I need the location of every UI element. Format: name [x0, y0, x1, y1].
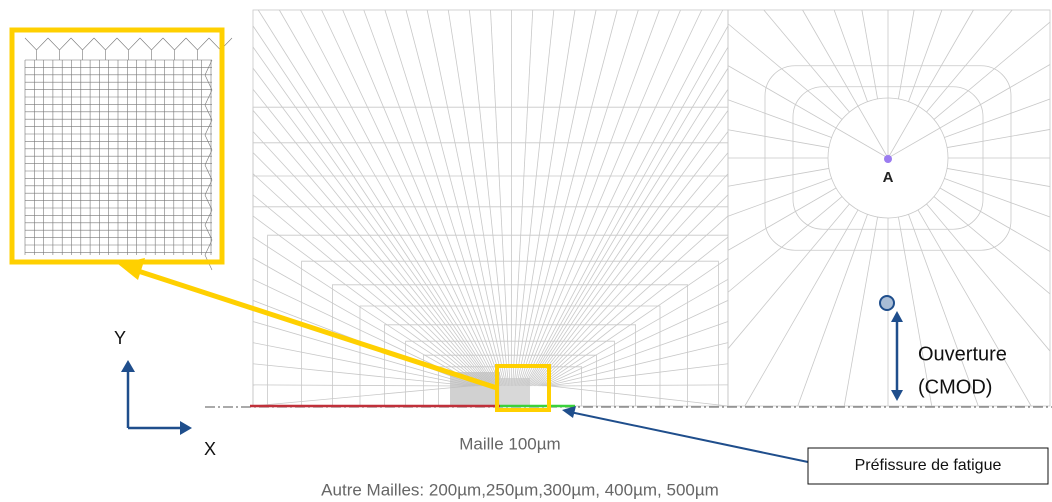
- mesh-radial-a: [728, 188, 836, 250]
- mesh-radial-a: [944, 99, 1050, 137]
- precrack-arrow: [570, 412, 808, 462]
- x-arrow: [180, 421, 192, 435]
- mesh-radial: [253, 153, 486, 386]
- mesh-radial-a: [934, 22, 1050, 119]
- mesh-radial-a: [940, 64, 1050, 128]
- mesh-radial: [523, 10, 701, 386]
- mesh-radial-a: [947, 168, 1050, 186]
- cmod-head: [891, 390, 903, 401]
- mesh-radial: [530, 89, 728, 386]
- mesh-radial-a: [803, 10, 858, 106]
- zoom-fan: [71, 38, 94, 60]
- zoom-fan: [94, 38, 117, 60]
- mesh-spoke-a: [836, 128, 888, 158]
- mesh-radial-a: [927, 10, 1013, 112]
- mesh-radial: [385, 10, 503, 386]
- cmod-head: [891, 311, 903, 322]
- mesh-radial: [531, 110, 728, 386]
- fine-mesh: [500, 378, 530, 405]
- mesh-radial-a: [947, 129, 1050, 147]
- mesh-radial: [253, 68, 491, 386]
- x-label: X: [204, 439, 216, 459]
- mesh-radial: [519, 10, 638, 386]
- mesh-spoke-a: [858, 106, 888, 158]
- mesh-radial-a: [728, 179, 832, 217]
- mesh-radial: [258, 10, 495, 386]
- mesh-radial-a: [728, 24, 842, 120]
- point-a: [884, 155, 892, 163]
- zoom-fan: [25, 38, 48, 60]
- mesh-radial-a: [728, 197, 842, 293]
- opening-label: Ouverture: [918, 343, 1007, 365]
- mesh-radial: [406, 10, 505, 386]
- mesh-spoke-a: [888, 106, 918, 158]
- mesh-radial-a: [728, 66, 836, 128]
- mesh-radial: [534, 153, 728, 386]
- mesh-radial: [322, 10, 500, 386]
- mesh-radial-a: [764, 10, 850, 112]
- mesh-radial-a: [944, 179, 1050, 217]
- axes: [121, 360, 192, 435]
- mesh-radial-a: [934, 197, 1050, 294]
- zoom-fan: [140, 38, 163, 60]
- point-a-label: A: [883, 169, 894, 186]
- mesh-radial: [535, 174, 728, 386]
- mesh-radial-a: [728, 168, 829, 186]
- figure: A Y X Ouverture (CMOD) Maille 100µm Préf…: [0, 0, 1052, 502]
- mesh-radial: [514, 10, 554, 386]
- mesh-radial-a: [844, 217, 877, 406]
- zoom-fan: [117, 38, 140, 60]
- mesh-radial-a: [862, 10, 878, 99]
- mesh-radial: [343, 10, 501, 386]
- y-label: Y: [114, 328, 126, 348]
- mesh-radial-a: [927, 204, 1050, 351]
- mesh-radial: [491, 10, 511, 386]
- other-meshes-label: Autre Mailles: 200µm,250µm,300µm, 400µm,…: [321, 480, 719, 499]
- mesh-radial-a: [728, 204, 849, 349]
- mesh-radial: [253, 47, 493, 386]
- mesh-radial-a: [798, 214, 868, 406]
- mesh-radial: [545, 322, 728, 386]
- mesh-radial: [515, 10, 575, 386]
- mesh-radial: [253, 89, 490, 386]
- mesh-radial: [517, 10, 596, 386]
- zoom-view: [25, 38, 232, 270]
- opening-abbr-label: (CMOD): [918, 376, 992, 398]
- cmod-arrow: [891, 311, 903, 401]
- mesh-radial: [550, 386, 728, 406]
- mesh-radial: [549, 385, 728, 386]
- mesh-spoke-a: [888, 128, 940, 158]
- zoom-fan: [186, 38, 209, 60]
- mesh-radial: [253, 386, 470, 406]
- mesh-size-label: Maille 100µm: [459, 434, 560, 453]
- mesh-radial-a: [728, 100, 832, 138]
- zoom-fan: [163, 38, 186, 60]
- y-arrow: [121, 360, 135, 372]
- mesh-radial: [253, 237, 481, 386]
- mesh-radial-a: [728, 130, 829, 148]
- mesh-radial-a: [940, 188, 1050, 252]
- precrack-arrow-head: [562, 406, 576, 418]
- mesh-radial: [537, 195, 728, 386]
- mesh-radial: [448, 10, 507, 386]
- mesh-radial-a: [898, 10, 914, 99]
- mesh-radial: [513, 10, 533, 386]
- cmod-point: [880, 296, 894, 310]
- mesh-radial: [542, 279, 728, 386]
- mesh-radial-a: [909, 10, 942, 102]
- mesh-radial-a: [918, 10, 973, 106]
- mesh-radial-a: [834, 10, 867, 102]
- mesh-radial: [253, 195, 483, 386]
- mesh-radial: [469, 10, 508, 386]
- mesh-radial: [253, 174, 485, 386]
- precrack-label: Préfissure de fatigue: [855, 457, 1002, 474]
- mesh-radial: [538, 216, 728, 386]
- zoom-fan: [48, 38, 71, 60]
- mesh-radial: [427, 10, 506, 386]
- mesh-radial: [527, 47, 728, 386]
